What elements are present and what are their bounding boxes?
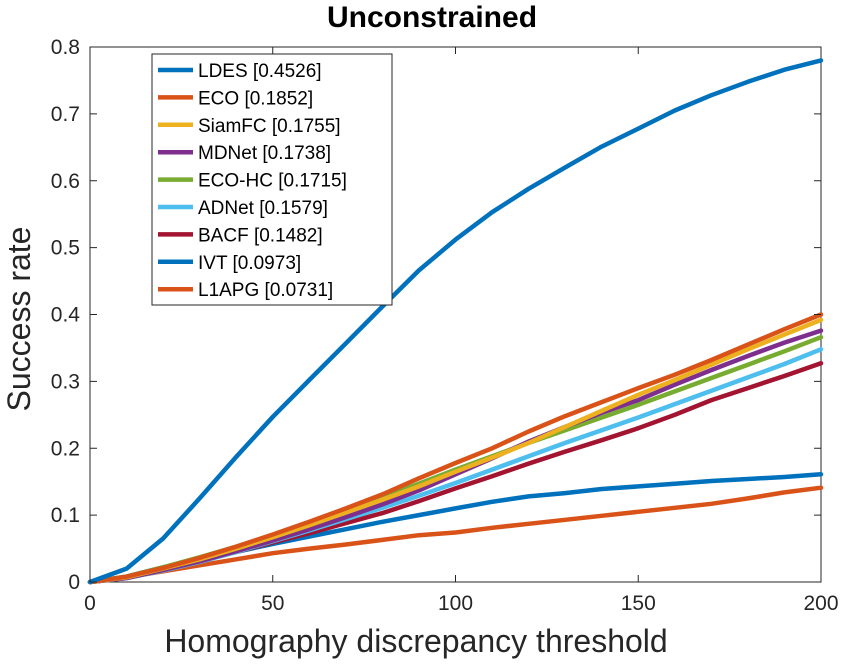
series-layer (87, 58, 824, 585)
x-tick-label: 100 (438, 592, 473, 615)
legend-label-1: ECO [0.1852] (198, 88, 313, 109)
y-axis-label: Success rate (1, 227, 37, 412)
x-tick-label: 200 (803, 592, 838, 615)
legend-label-8: L1APG [0.0731] (198, 280, 333, 301)
y-tick-label: 0.5 (51, 237, 80, 260)
legend-label-4: ECO-HC [0.1715] (198, 171, 347, 192)
legend: LDES [0.4526] ECO [0.1852] SiamFC [0.1755]… (151, 53, 393, 306)
y-tick-label: 0.6 (51, 170, 80, 193)
y-tick-label: 0.2 (51, 437, 80, 460)
x-axis-label: Homography discrepancy threshold (164, 623, 667, 659)
series-line-8 (87, 485, 824, 585)
legend-label-5: ADNet [0.1579] (198, 198, 328, 219)
y-tick-label: 0 (68, 571, 80, 594)
chart-title: Unconstrained (327, 1, 537, 34)
y-tick-label: 0.4 (51, 304, 81, 327)
y-tick-label: 0.8 (51, 36, 80, 59)
legend-label-6: BACF [0.1482] (198, 225, 323, 246)
series-line-1 (87, 312, 824, 585)
series-line-0 (87, 58, 824, 585)
legend-label-2: SiamFC [0.1755] (198, 116, 341, 137)
y-tick-label: 0.1 (51, 504, 80, 527)
y-tick-label: 0.3 (51, 370, 80, 393)
y-tick-label: 0.7 (51, 103, 80, 126)
legend-label-7: IVT [0.0973] (198, 253, 301, 274)
legend-label-0: LDES [0.4526] (198, 61, 322, 82)
x-tick-label: 0 (84, 592, 96, 615)
tick-layer: 0 50 100 150 200 0 0.1 0.2 0.3 0.4 0.5 0.6 0.7 0.8 (51, 36, 839, 615)
legend-label-3: MDNet [0.1738] (198, 143, 331, 164)
x-tick-label: 50 (261, 592, 284, 615)
x-tick-label: 150 (621, 592, 656, 615)
